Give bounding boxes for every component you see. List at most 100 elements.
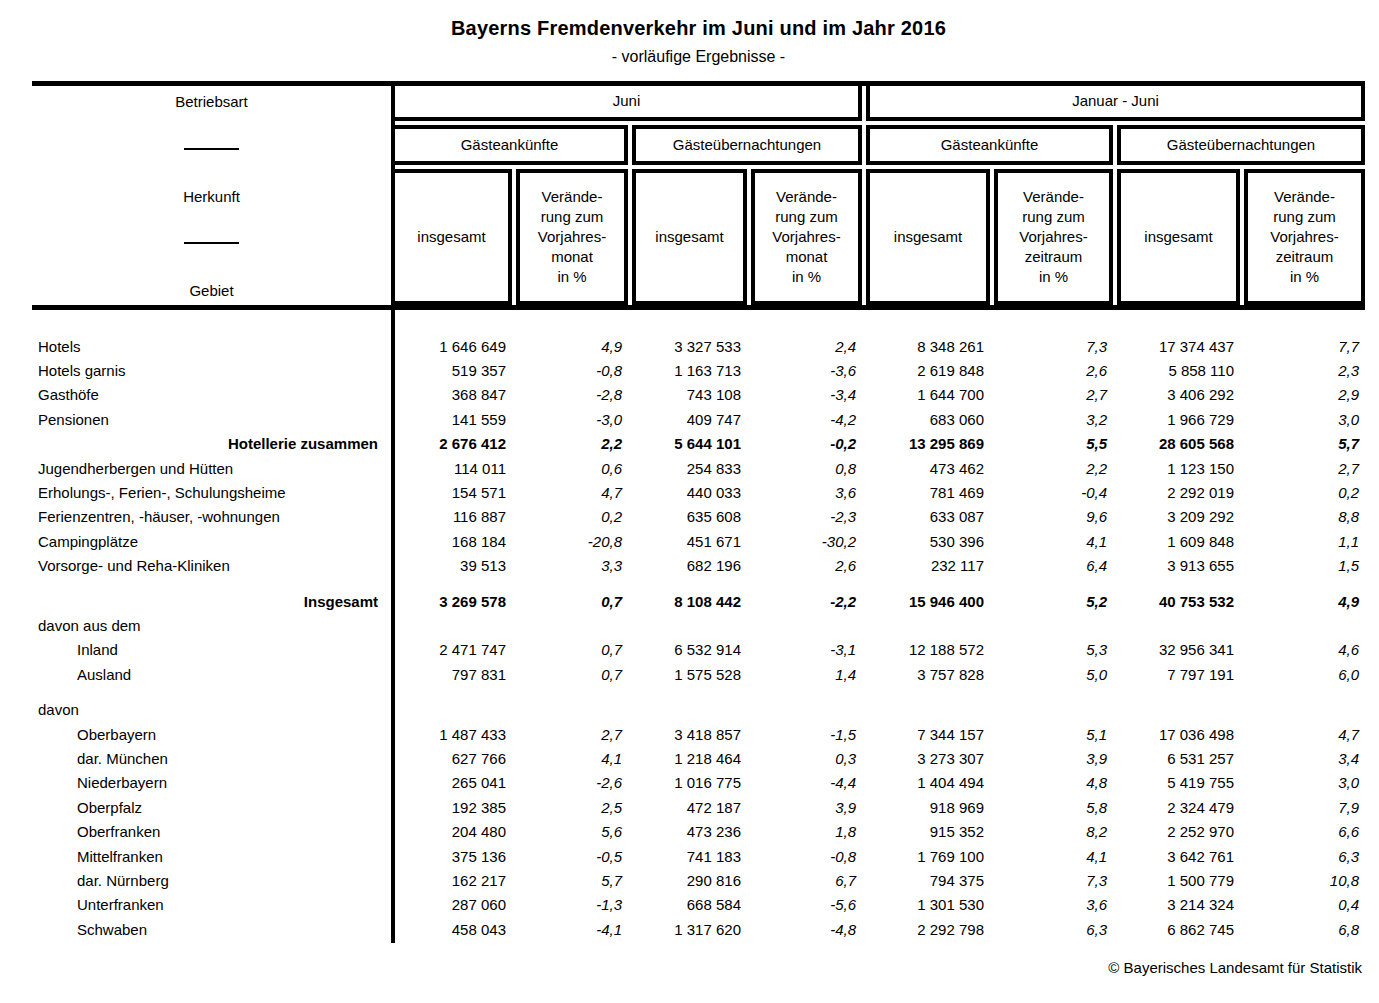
cell-total: 2 292 798: [862, 921, 990, 938]
cell-change-percent: 6,3: [1240, 848, 1365, 865]
cell-total: 743 108: [628, 386, 747, 403]
cell-total: 192 385: [395, 799, 512, 816]
cell-change-percent: 1,4: [747, 666, 862, 683]
cell-total: 409 747: [628, 411, 747, 428]
cell-total: 254 833: [628, 460, 747, 477]
statistics-page: Bayerns Fremdenverkehr im Juni und im Ja…: [0, 0, 1379, 1003]
colhead-juni-overnights-total: insgesamt: [632, 169, 747, 305]
cell-total: 114 011: [395, 460, 512, 477]
table-row: Oberbayern1 487 4332,73 418 857-1,57 344…: [32, 722, 1365, 746]
table-row: Hotellerie zusammen2 676 4122,25 644 101…: [32, 432, 1365, 456]
cell-change-percent: 8,8: [1240, 508, 1365, 525]
cell-change-percent: 8,2: [990, 823, 1113, 840]
cell-change-percent: 3,3: [512, 557, 628, 574]
row-spacer: [32, 686, 1365, 697]
cell-total: 2 292 019: [1113, 484, 1240, 501]
cell-change-percent: -20,8: [512, 533, 628, 550]
cell-change-percent: 6,7: [747, 872, 862, 889]
cell-total: 5 644 101: [628, 435, 747, 452]
cell-total: 1 646 649: [395, 338, 512, 355]
cell-total: 32 956 341: [1113, 641, 1240, 658]
table-row: Hotels garnis519 357-0,81 163 713-3,62 6…: [32, 358, 1365, 382]
colhead-jj-arrivals-total: insgesamt: [866, 169, 990, 305]
cell-change-percent: -3,1: [747, 641, 862, 658]
cell-total: 1 163 713: [628, 362, 747, 379]
cell-total: 17 036 498: [1113, 726, 1240, 743]
cell-change-percent: 4,9: [1240, 593, 1365, 610]
cell-change-percent: 2,6: [747, 557, 862, 574]
cell-change-percent: 2,2: [990, 460, 1113, 477]
cell-total: 682 196: [628, 557, 747, 574]
cell-change-percent: 5,7: [512, 872, 628, 889]
cell-total: 668 584: [628, 896, 747, 913]
cell-total: 7 344 157: [862, 726, 990, 743]
cell-total: 375 136: [395, 848, 512, 865]
table-row: davon: [32, 697, 1365, 721]
cell-change-percent: -2,6: [512, 774, 628, 791]
subheader-juni-overnights: Gästeübernachtungen: [632, 125, 862, 165]
cell-total: 28 605 568: [1113, 435, 1240, 452]
cell-total: 40 753 532: [1113, 593, 1240, 610]
cell-total: 1 487 433: [395, 726, 512, 743]
row-label: Hotels: [32, 338, 395, 355]
cell-change-percent: -3,0: [512, 411, 628, 428]
cell-change-percent: 6,3: [990, 921, 1113, 938]
cell-change-percent: 5,3: [990, 641, 1113, 658]
cell-change-percent: 4,6: [1240, 641, 1365, 658]
row-label: dar. München: [32, 750, 395, 767]
table-row: Inland2 471 7470,76 532 914-3,112 188 57…: [32, 638, 1365, 662]
table-row: Campingplätze168 184-20,8451 671-30,2530…: [32, 529, 1365, 553]
cell-change-percent: -4,2: [747, 411, 862, 428]
cell-change-percent: -0,8: [747, 848, 862, 865]
cell-total: 741 183: [628, 848, 747, 865]
cell-change-percent: 0,7: [512, 593, 628, 610]
row-spacer: [32, 578, 1365, 589]
cell-total: 6 532 914: [628, 641, 747, 658]
cell-total: 1 769 100: [862, 848, 990, 865]
cell-total: 2 252 970: [1113, 823, 1240, 840]
cell-change-percent: 10,8: [1240, 872, 1365, 889]
table-row: davon aus dem: [32, 613, 1365, 637]
cell-total: 6 862 745: [1113, 921, 1240, 938]
cell-total: 3 757 828: [862, 666, 990, 683]
cell-change-percent: -3,4: [747, 386, 862, 403]
row-label: Mittelfranken: [32, 848, 395, 865]
cell-total: 1 404 494: [862, 774, 990, 791]
cell-change-percent: 0,2: [512, 508, 628, 525]
row-label: Ferienzentren, -häuser, -wohnungen: [32, 508, 395, 525]
cell-total: 1 016 775: [628, 774, 747, 791]
cell-total: 781 469: [862, 484, 990, 501]
cell-total: 162 217: [395, 872, 512, 889]
cell-total: 633 087: [862, 508, 990, 525]
cell-total: 265 041: [395, 774, 512, 791]
subheader-jj-arrivals: Gästeankünfte: [866, 125, 1113, 165]
cell-change-percent: 4,1: [512, 750, 628, 767]
cell-change-percent: 7,3: [990, 872, 1113, 889]
cell-total: 635 608: [628, 508, 747, 525]
cell-change-percent: -0,5: [512, 848, 628, 865]
cell-change-percent: 2,7: [1240, 460, 1365, 477]
table-row: Oberpfalz192 3852,5472 1873,9918 9695,82…: [32, 795, 1365, 819]
table-row: Vorsorge- und Reha-Kliniken39 5133,3682 …: [32, 554, 1365, 578]
cell-total: 451 671: [628, 533, 747, 550]
table-row: Mittelfranken375 136-0,5741 183-0,81 769…: [32, 844, 1365, 868]
table-row: Pensionen141 559-3,0409 747-4,2683 0603,…: [32, 407, 1365, 431]
cell-change-percent: 7,9: [1240, 799, 1365, 816]
cell-change-percent: -4,8: [747, 921, 862, 938]
cell-change-percent: 4,1: [990, 848, 1113, 865]
cell-change-percent: 5,5: [990, 435, 1113, 452]
cell-total: 7 797 191: [1113, 666, 1240, 683]
table-row: Schwaben458 043-4,11 317 620-4,82 292 79…: [32, 917, 1365, 941]
colhead-jj-arrivals-change: Verände- rung zum Vorjahres- zeitraum in…: [994, 169, 1113, 305]
table-row: Ferienzentren, -häuser, -wohnungen116 88…: [32, 505, 1365, 529]
cell-total: 290 816: [628, 872, 747, 889]
subheader-jj-overnights: Gästeübernachtungen: [1117, 125, 1365, 165]
cell-change-percent: 2,2: [512, 435, 628, 452]
column-group-januar-juni: Januar - Juni: [866, 81, 1365, 121]
colhead-jj-overnights-total: insgesamt: [1117, 169, 1240, 305]
cell-change-percent: 3,9: [747, 799, 862, 816]
colhead-juni-overnights-change: Verände- rung zum Vorjahres- monat in %: [751, 169, 862, 305]
cell-total: 1 966 729: [1113, 411, 1240, 428]
row-label: Oberpfalz: [32, 799, 395, 816]
cell-total: 1 500 779: [1113, 872, 1240, 889]
